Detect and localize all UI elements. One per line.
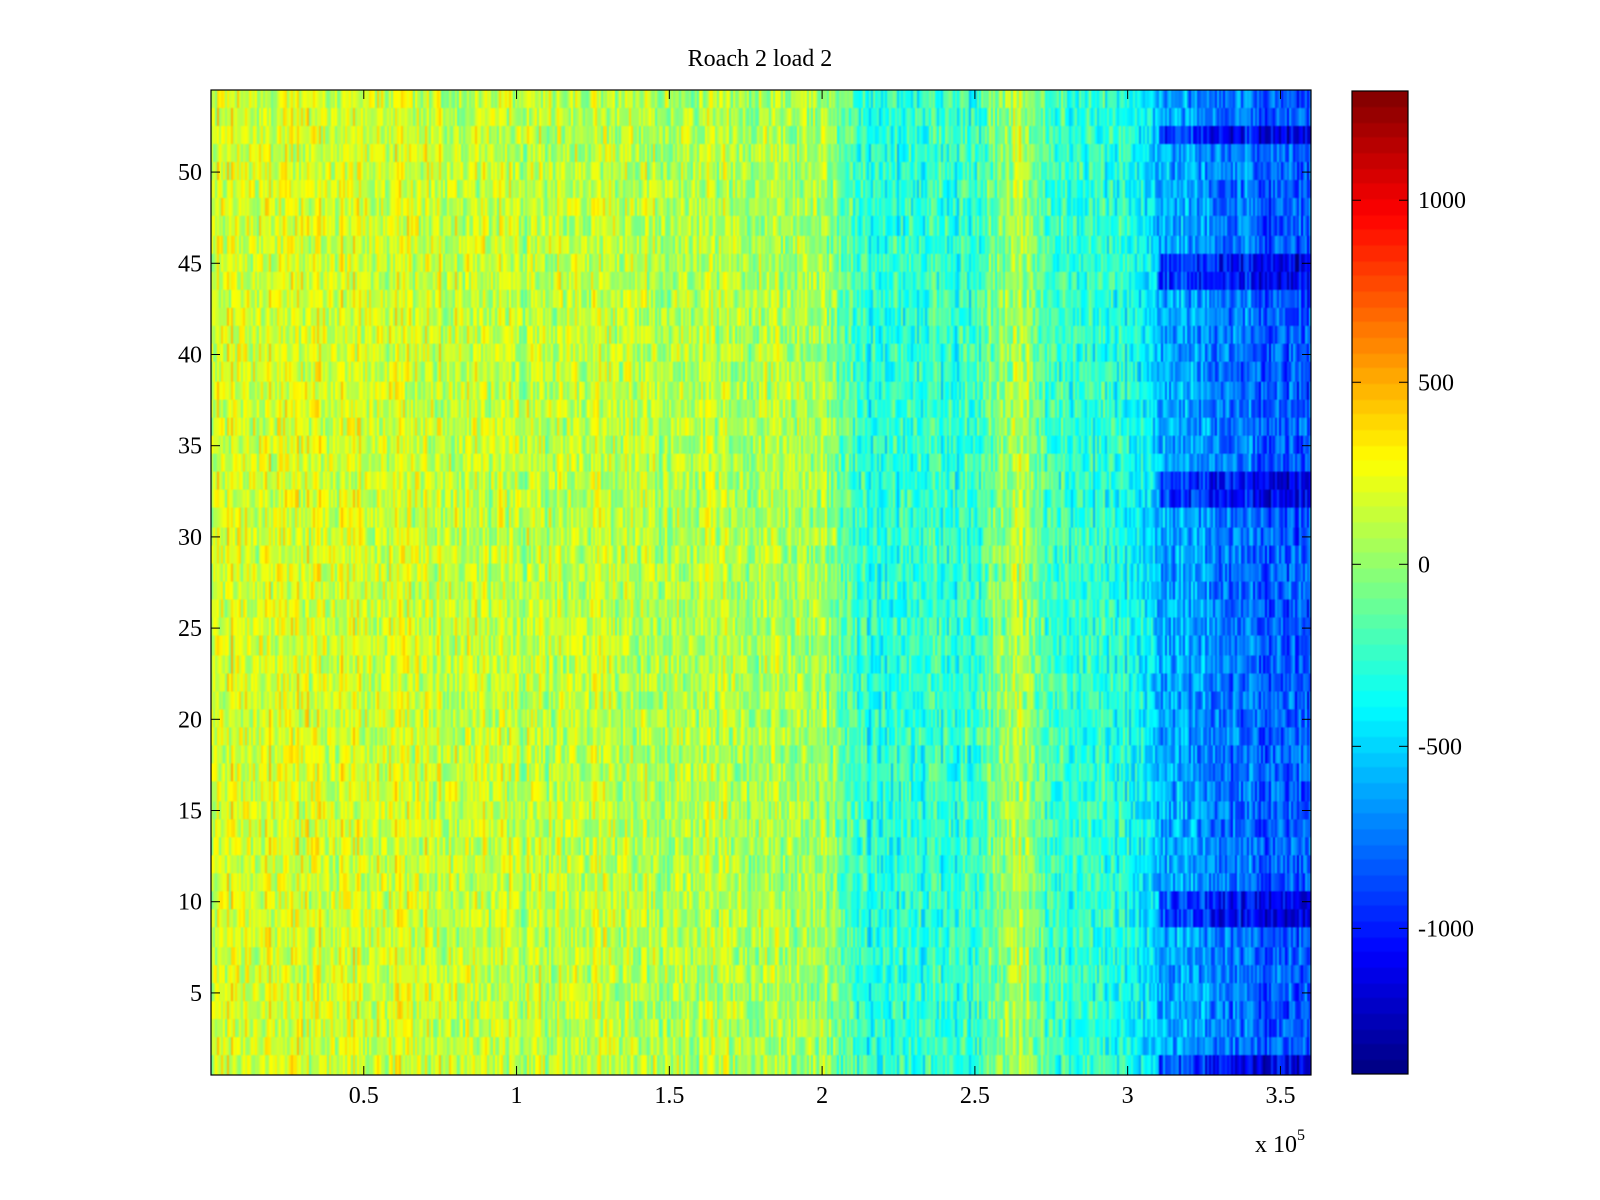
x-tick-label: 3 [1122,1083,1134,1109]
colorbar-ticks: 1000 500 0 -500 -1000 [1352,188,1474,942]
y-tick-label: 50 [178,160,202,186]
y-tick-label: 45 [178,251,202,277]
y-tick-label: 20 [178,707,202,733]
x-tick-label: 2 [816,1083,828,1109]
x-multiplier-exponent: 5 [1297,1127,1305,1144]
colorbar-tick-label: 0 [1418,552,1430,578]
x-multiplier-base: x 10 [1255,1132,1297,1158]
x-axis-ticks: 0.5 1 1.5 2 2.5 3 3.5 [349,90,1295,1109]
y-tick-label: 10 [178,890,202,916]
plot-frame [210,89,1312,1076]
heatmap-image [211,90,1311,1075]
x-tick-label: 1 [511,1083,523,1109]
colorbar-frame [1351,90,1409,1075]
x-tick-label: 2.5 [960,1083,990,1109]
x-tick-label: 1.5 [654,1083,684,1109]
colorbar-tick-label: -500 [1418,734,1462,760]
y-tick-label: 5 [190,981,202,1007]
x-tick-label: 3.5 [1265,1083,1295,1109]
colorbar-tick-label: 1000 [1418,188,1466,214]
y-axis-ticks: 5 10 15 20 25 30 35 40 45 50 [178,160,1311,1007]
x-tick-label: 0.5 [349,1083,379,1109]
y-tick-label: 40 [178,342,202,368]
colorbar-tick-label: -1000 [1418,916,1474,942]
x-multiplier-label: x 105 [1255,1127,1305,1158]
y-tick-label: 25 [178,616,202,642]
colorbar-tick-label: 500 [1418,370,1454,396]
y-tick-label: 15 [178,799,202,825]
colorbar-image [1352,91,1408,1074]
y-tick-label: 30 [178,525,202,551]
y-tick-label: 35 [178,434,202,460]
chart-title: Roach 2 load 2 [688,46,833,72]
